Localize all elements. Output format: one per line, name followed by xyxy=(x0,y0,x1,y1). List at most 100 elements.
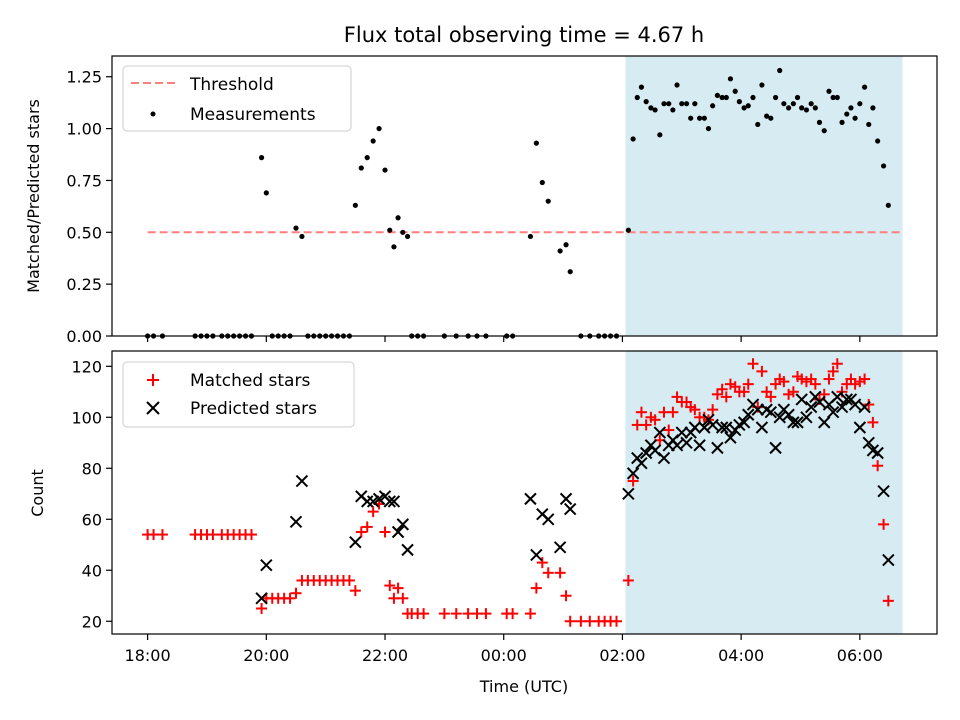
measurement-point xyxy=(701,115,707,121)
predicted-star-point xyxy=(769,441,782,455)
measurement-point xyxy=(834,94,840,101)
predicted-star-point xyxy=(255,592,268,605)
predicted-star-point xyxy=(826,405,840,419)
predicted-star-point xyxy=(787,416,800,429)
predicted-star-point xyxy=(383,495,396,508)
measurement-point xyxy=(358,165,364,171)
predicted-star-point xyxy=(542,513,555,526)
predicted-star-point xyxy=(795,393,808,406)
predicted-star-point xyxy=(653,426,667,439)
measurement-point xyxy=(625,227,631,233)
predicted-star-point xyxy=(773,411,786,424)
x-tick-label: 06:00 xyxy=(837,646,883,665)
matched-star-point xyxy=(524,608,536,620)
top-legend-box xyxy=(122,65,352,132)
predicted-star-point xyxy=(882,553,895,567)
measurement-point xyxy=(293,225,299,231)
predicted-star-point xyxy=(724,431,737,444)
matched-star-point xyxy=(689,404,701,416)
measurement-point xyxy=(395,215,401,221)
matched-star-point xyxy=(392,582,404,594)
matched-star-point xyxy=(872,460,884,472)
bottom-y-axis: 20 40 60 80 100 120 xyxy=(71,357,112,631)
measurement-point xyxy=(866,121,872,128)
predicted-star-point xyxy=(622,487,635,500)
measurement-point xyxy=(679,101,685,107)
top-plot-frame xyxy=(111,55,938,337)
measurement-points xyxy=(145,67,891,339)
measurement-point xyxy=(875,138,881,144)
bottom-plot-frame xyxy=(111,350,938,635)
matched-star-point xyxy=(635,406,647,418)
matched-star-point xyxy=(671,391,683,403)
predicted-star-point xyxy=(711,441,724,455)
measurement-point xyxy=(683,101,690,107)
matched-star-point xyxy=(859,373,871,385)
measurement-point xyxy=(848,105,854,111)
predicted-star-point xyxy=(295,474,309,488)
predicted-star-point xyxy=(800,411,813,424)
matched-star-point xyxy=(667,406,679,418)
predicted-star-point xyxy=(742,408,755,421)
measurement-point xyxy=(634,94,640,101)
predicted-star-point xyxy=(698,421,711,434)
matched-star-point xyxy=(738,386,750,398)
matched-star-point xyxy=(418,608,430,620)
top-y-tick-label: 0.75 xyxy=(66,171,102,190)
legend-threshold-label: Threshold xyxy=(189,75,274,95)
matched-star-point xyxy=(756,365,768,377)
predicted-star-point xyxy=(831,390,844,404)
measurement-point xyxy=(404,233,411,240)
measurement-point xyxy=(736,99,742,105)
measurement-point xyxy=(567,269,573,275)
measurement-point xyxy=(826,88,832,94)
measurement-point xyxy=(545,198,551,204)
matched-star-point xyxy=(564,615,576,627)
matched-star-point xyxy=(831,358,843,370)
predicted-star-point xyxy=(853,421,867,434)
measurement-point xyxy=(821,128,827,134)
matched-star-point xyxy=(355,526,367,538)
measurement-point xyxy=(768,115,774,121)
measurement-point xyxy=(661,101,667,107)
measurement-point xyxy=(781,101,787,107)
measurement-point xyxy=(799,105,805,111)
predicted-star-point xyxy=(720,421,733,434)
top-y-tick-label: 0.50 xyxy=(66,223,102,242)
bottom-x-axis: 18:00 20:00 22:00 00:00 02:00 04:00 06:00 xyxy=(125,634,883,665)
top-y-tick-label: 1.25 xyxy=(66,68,102,87)
measurement-point xyxy=(652,107,658,113)
top-y-tick-label: 0.00 xyxy=(66,327,102,346)
matched-star-point xyxy=(290,587,302,599)
measurement-point xyxy=(861,84,868,90)
measurement-point xyxy=(741,105,747,111)
measurement-point xyxy=(527,233,534,240)
matched-star-point xyxy=(787,386,799,398)
measurement-point xyxy=(670,107,676,113)
measurement-point xyxy=(880,163,887,169)
matched-star-point xyxy=(367,506,379,518)
measurement-point xyxy=(630,136,636,142)
matched-star-point xyxy=(245,529,257,541)
predicted-star-point xyxy=(563,502,577,516)
measurement-point xyxy=(830,94,836,101)
predicted-star-point xyxy=(755,421,769,434)
measurement-point xyxy=(755,121,761,128)
x-axis-label: Time (UTC) xyxy=(479,677,568,696)
measurement-point xyxy=(816,119,823,125)
measurement-point xyxy=(258,155,265,161)
top-y-axis: 0.00 0.25 0.50 0.75 1.00 1.25 xyxy=(66,68,112,346)
measurement-point xyxy=(786,105,792,111)
bottom-legend-box xyxy=(122,361,355,428)
matched-star-point xyxy=(480,608,492,620)
predicted-star-point xyxy=(530,548,543,562)
matched-star-point xyxy=(854,376,866,388)
bottom-y-tick-label: 100 xyxy=(71,408,102,427)
predicted-star-point xyxy=(260,558,273,572)
measurement-point xyxy=(727,76,734,82)
predicted-star-point xyxy=(693,439,706,452)
bottom-y-axis-label: Count xyxy=(28,469,47,517)
matched-star-point xyxy=(849,378,861,390)
matched-star-point xyxy=(809,378,821,390)
